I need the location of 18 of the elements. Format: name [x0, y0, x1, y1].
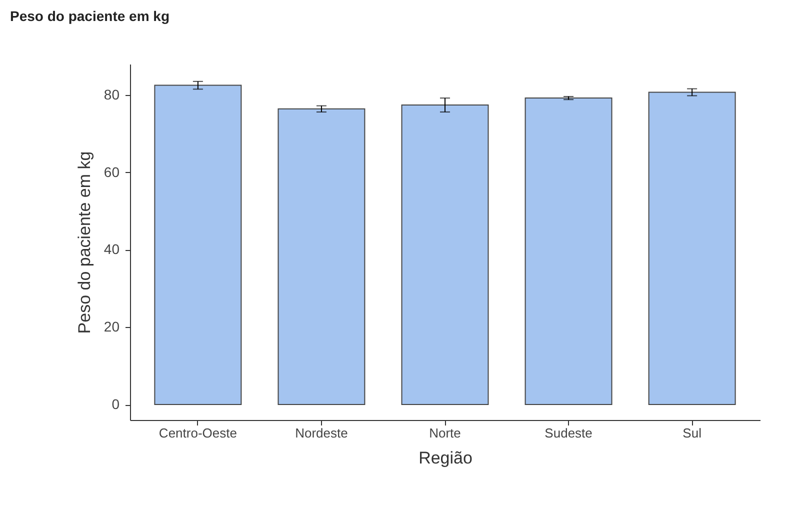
y-tick-label: 80: [104, 86, 120, 102]
y-tick-label: 20: [104, 318, 120, 335]
x-tick-label: Nordeste: [295, 426, 348, 440]
bar: [401, 104, 489, 406]
x-tick-label: Norte: [429, 426, 461, 440]
bar: [154, 84, 242, 406]
chart-title: Peso do paciente em kg: [10, 8, 170, 24]
y-tick-label: 60: [104, 164, 120, 180]
x-tick-label: Centro-Oeste: [158, 426, 237, 440]
x-axis-title: Região: [418, 448, 472, 468]
x-tick-label: Sudeste: [544, 426, 592, 440]
y-tick-label: 0: [112, 396, 120, 412]
x-tick-label: Sul: [682, 426, 702, 440]
bar: [524, 98, 612, 406]
y-tick-label: 40: [104, 241, 120, 258]
bar: [278, 108, 366, 406]
y-axis-title: Peso do paciente em kg: [74, 151, 94, 334]
bar: [648, 92, 736, 406]
